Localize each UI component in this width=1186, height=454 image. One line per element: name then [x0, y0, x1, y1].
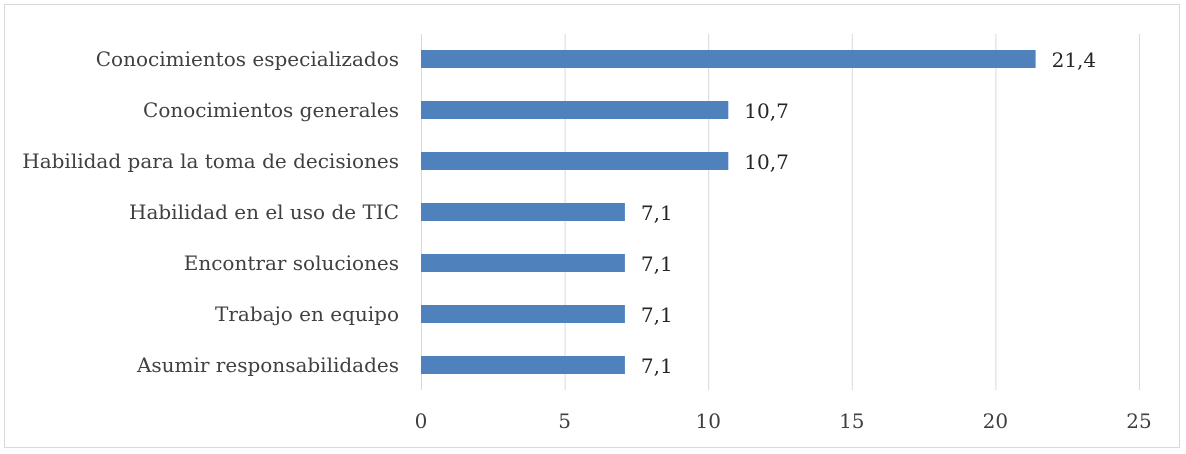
- bar: [421, 254, 625, 272]
- bar: [421, 50, 1036, 68]
- category-label: Conocimientos especializados: [96, 47, 399, 71]
- category-label: Trabajo en equipo: [215, 302, 399, 326]
- bar: [421, 356, 625, 374]
- x-tick-label: 10: [695, 409, 720, 433]
- bar: [421, 152, 729, 170]
- data-label: 10,7: [744, 99, 789, 123]
- data-label: 21,4: [1052, 48, 1097, 72]
- data-label: 7,1: [641, 354, 673, 378]
- data-label: 7,1: [641, 201, 673, 225]
- data-label: 7,1: [641, 252, 673, 276]
- x-tick-label: 25: [1126, 409, 1151, 433]
- data-label: 10,7: [744, 150, 789, 174]
- bar: [421, 305, 625, 323]
- category-label: Asumir responsabilidades: [136, 353, 399, 377]
- bar: [421, 203, 625, 221]
- x-tick-label: 0: [415, 409, 428, 433]
- x-tick-label: 20: [983, 409, 1008, 433]
- category-label: Habilidad para la toma de decisiones: [22, 149, 399, 173]
- category-label: Encontrar soluciones: [184, 251, 399, 275]
- x-tick-label: 15: [839, 409, 864, 433]
- category-label: Habilidad en el uso de TIC: [129, 200, 399, 224]
- category-label: Conocimientos generales: [143, 98, 399, 122]
- x-tick-label: 5: [558, 409, 571, 433]
- bar: [421, 101, 729, 119]
- data-label: 7,1: [641, 303, 673, 327]
